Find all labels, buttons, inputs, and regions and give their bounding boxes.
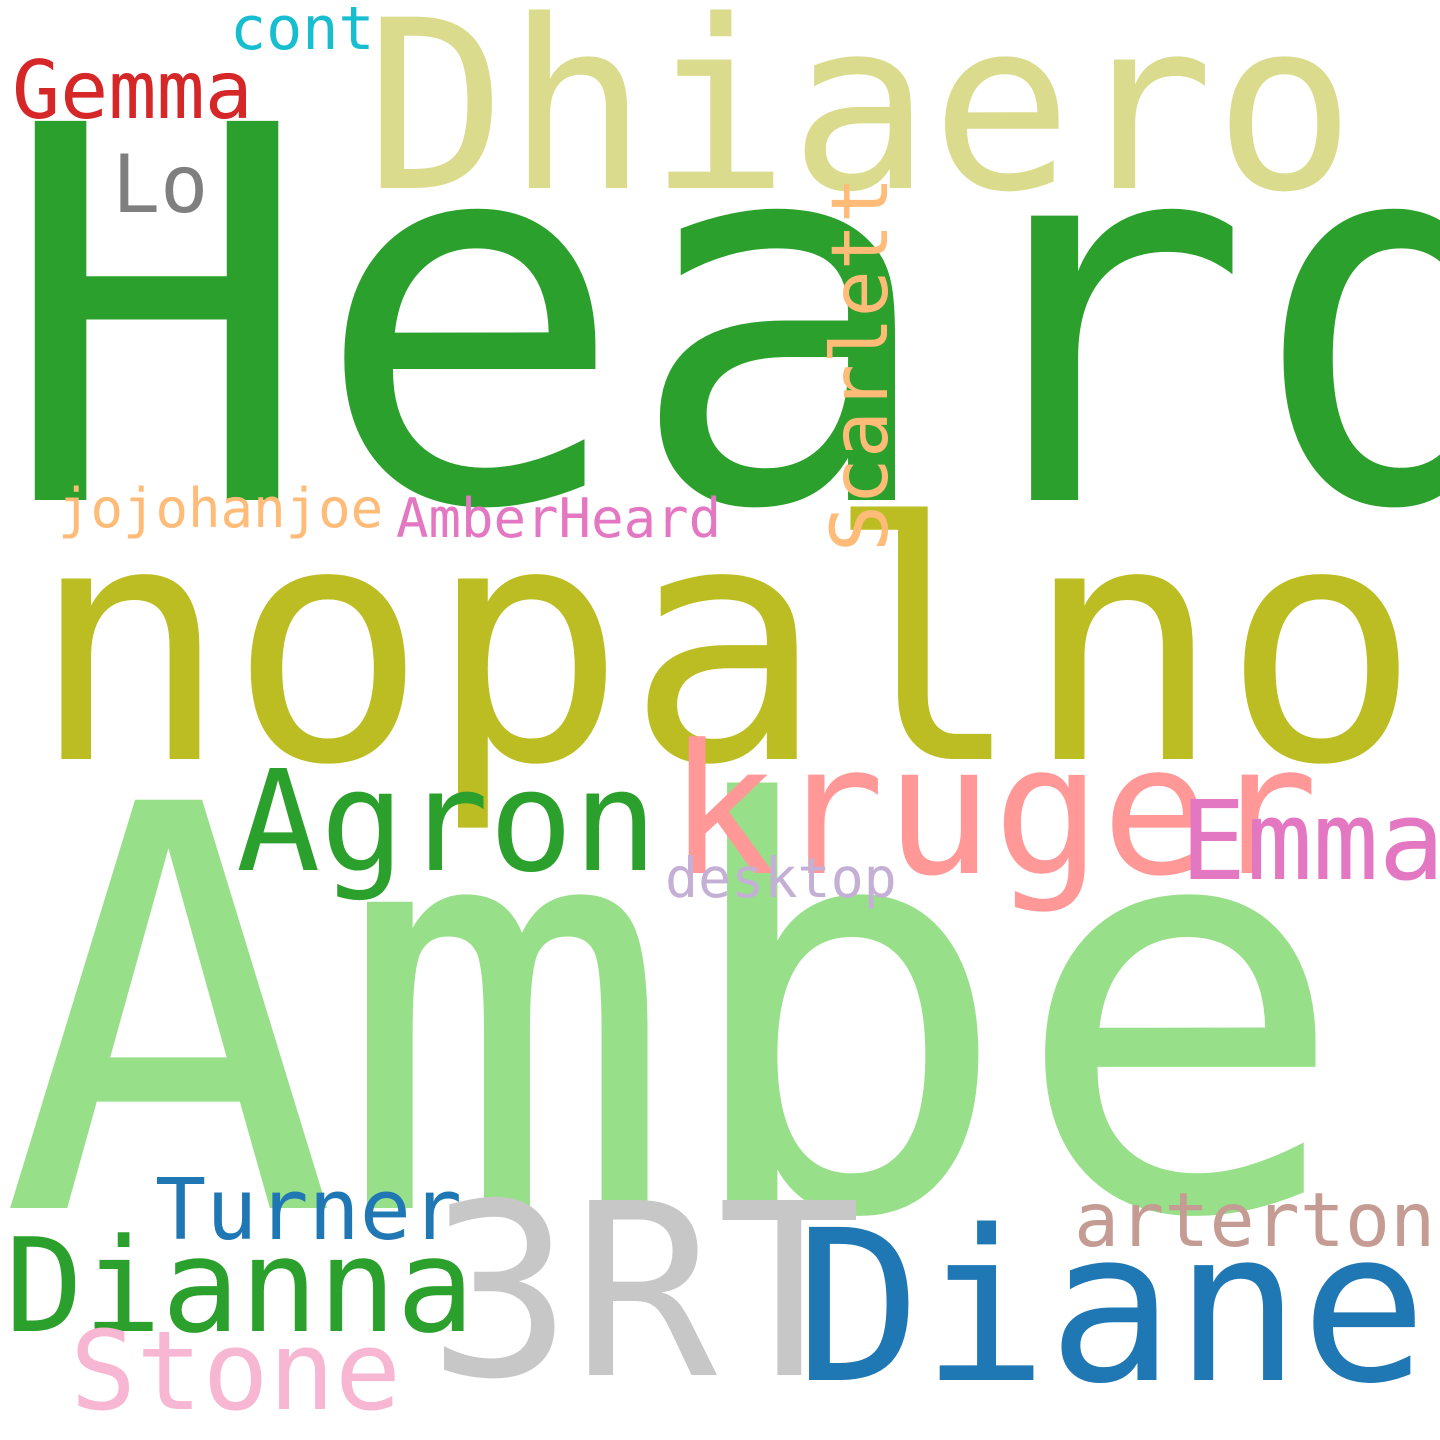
word-stone: Stone: [70, 1307, 402, 1435]
word-desktop: desktop: [665, 846, 897, 910]
word-amberheard: AmberHeard: [396, 487, 722, 550]
word-arterton: arterton: [1074, 1176, 1436, 1264]
word-gemma: Gemma: [12, 44, 253, 137]
word-heard: Heard: [0, 17, 1440, 623]
word-cont: cont: [230, 0, 375, 64]
word-3rt: 3RT: [428, 1152, 862, 1432]
word-diane: Diane: [795, 1185, 1428, 1430]
word-dianna: Dianna: [5, 1210, 475, 1362]
word-nopalnop: nopalnop: [30, 453, 1440, 837]
word-kruger: kruger: [668, 707, 1319, 916]
word-jojohanjoe: jojohanjoe: [58, 477, 384, 540]
word-lo: Lo: [112, 138, 209, 231]
word-scarlett: Scarlett: [816, 176, 906, 552]
word-agron: Agron: [236, 741, 658, 904]
word-dhiaero: Dhiaero: [365, 0, 1356, 244]
word-amber: Amber: [0, 689, 1440, 1341]
word-emma: Emma: [1180, 777, 1440, 905]
word-turner: Turner: [155, 1161, 463, 1260]
